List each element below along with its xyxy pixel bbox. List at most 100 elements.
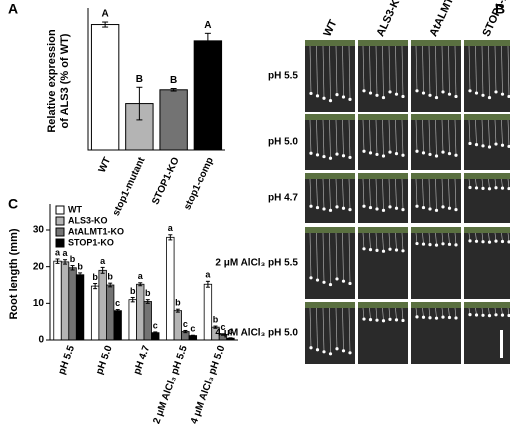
column-label: ALS3-KO — [374, 0, 405, 38]
root-tip — [328, 282, 333, 287]
root — [348, 307, 351, 353]
root-tip — [394, 206, 399, 210]
root-tip — [322, 207, 326, 211]
root — [309, 45, 312, 94]
significance-letter: c — [183, 319, 188, 329]
significance-letter: c — [190, 324, 195, 334]
root — [435, 232, 437, 246]
root — [348, 232, 351, 284]
root-tip — [415, 315, 419, 319]
root — [401, 45, 404, 97]
root-tip — [315, 153, 320, 157]
root — [342, 178, 344, 209]
error-bar — [153, 331, 158, 334]
significance-letter: A — [102, 9, 109, 20]
root — [435, 307, 437, 319]
error-bar — [213, 325, 218, 329]
legend-swatch — [55, 238, 65, 248]
root — [448, 178, 450, 209]
bar — [75, 274, 85, 341]
root-tip — [507, 186, 510, 191]
root-tip — [394, 152, 399, 156]
significance-letter: a — [63, 248, 69, 258]
root — [441, 119, 444, 153]
root — [369, 119, 371, 153]
error-bar — [138, 282, 143, 287]
significance-letter: b — [107, 272, 113, 282]
root — [401, 119, 404, 156]
root — [335, 307, 338, 349]
x-tick-label: STOP1-KO — [150, 156, 182, 207]
error-bar — [63, 259, 68, 265]
root — [329, 45, 331, 101]
bar — [113, 310, 122, 341]
bar — [203, 283, 213, 341]
root-tip — [401, 249, 405, 253]
root-tip — [468, 313, 472, 317]
root — [316, 232, 318, 281]
root — [401, 232, 404, 251]
leaves — [411, 40, 461, 46]
leaves — [358, 227, 408, 233]
root-tip — [322, 96, 326, 100]
root — [441, 178, 444, 207]
root-tip — [401, 208, 405, 212]
error-bar — [170, 88, 177, 92]
root-tip — [375, 318, 379, 322]
root — [454, 232, 457, 245]
scale-bar — [500, 330, 503, 358]
root-tip — [500, 313, 505, 317]
root-tip — [494, 90, 498, 94]
root-tip — [375, 207, 379, 211]
root — [481, 45, 484, 96]
root-tip — [507, 144, 510, 149]
root — [454, 45, 457, 97]
bar — [173, 310, 183, 341]
root-tip — [487, 95, 492, 100]
error-bar — [93, 283, 98, 290]
root — [507, 178, 510, 189]
root — [322, 178, 325, 209]
y-axis-label: of ALS3 (% of WT) — [59, 33, 71, 128]
root — [362, 232, 365, 249]
root — [395, 119, 397, 154]
root-tip — [315, 205, 320, 210]
root-tip — [441, 242, 445, 246]
significance-letter: c — [115, 298, 120, 308]
root — [322, 119, 325, 157]
significance-letter: A — [204, 20, 211, 31]
root-tip — [309, 91, 313, 96]
root — [316, 119, 318, 155]
root-tip — [368, 205, 373, 210]
column-label: AtALMT1-KO — [427, 0, 467, 38]
root-tip — [468, 141, 472, 146]
root — [488, 119, 490, 148]
root — [382, 45, 384, 98]
significance-letter: b — [92, 272, 98, 282]
error-bar — [168, 234, 173, 241]
root — [435, 178, 437, 211]
root — [335, 232, 338, 279]
root-tip — [507, 94, 510, 99]
root-tip — [381, 208, 386, 212]
root-tip — [368, 91, 373, 95]
panel-label: B — [495, 1, 505, 17]
root — [415, 232, 418, 244]
root — [507, 45, 510, 97]
root-tip — [481, 313, 485, 317]
y-axis-label: Relative expression — [46, 29, 58, 133]
root-tip — [309, 204, 313, 208]
photo — [464, 173, 510, 223]
row-label: pH 5.5 — [268, 71, 298, 82]
legend-label: WT — [68, 204, 82, 214]
root-tip — [447, 242, 452, 246]
root-tip — [341, 206, 346, 210]
leaves — [411, 302, 461, 308]
root-tip — [421, 315, 426, 319]
leaves — [305, 227, 355, 233]
root-tip — [474, 186, 479, 190]
root-tip — [415, 241, 419, 246]
root-tip — [434, 243, 439, 247]
root — [441, 45, 444, 92]
